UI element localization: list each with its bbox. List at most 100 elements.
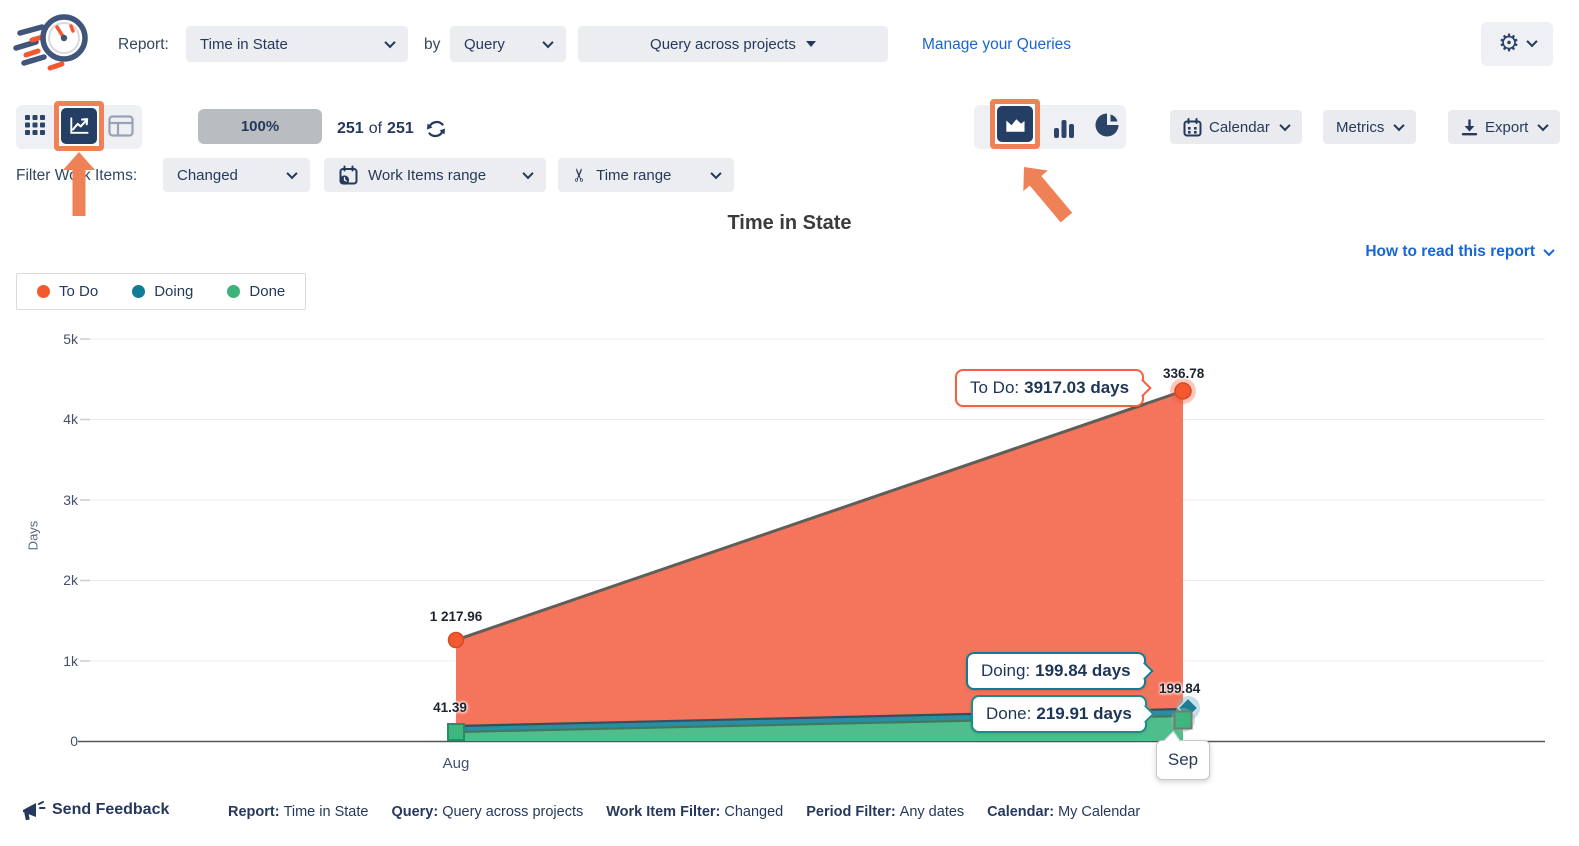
tooltip-todo-label: To Do: (970, 378, 1020, 397)
work-items-range-value: Work Items range (368, 166, 487, 184)
chart-legend: To Do Doing Done (16, 273, 307, 310)
chart-view-highlight (54, 101, 104, 151)
tooltip-done-label: Done: (986, 704, 1032, 723)
table-view-button[interactable] (108, 115, 134, 137)
count-current: 251 (337, 120, 364, 137)
line-chart-icon (70, 117, 89, 134)
tooltip-todo: To Do: 3917.03 days (955, 369, 1145, 407)
y-tick-2k: 2k (63, 572, 78, 588)
y-tick-1k: 1k (63, 653, 78, 669)
tooltip-x-axis: Sep (1156, 740, 1210, 780)
y-tick-4k: 4k (63, 411, 78, 427)
query-dropdown[interactable]: Query across projects (578, 26, 888, 62)
report-dropdown[interactable]: Time in State (186, 26, 408, 62)
work-item-filter-dropdown[interactable]: Changed (163, 158, 310, 192)
legend-label-doing: Doing (154, 283, 194, 300)
marker-done-aug[interactable] (447, 723, 465, 741)
group-by-dropdown-value: Query (464, 35, 505, 53)
tooltip-doing-label: Doing: (981, 661, 1031, 680)
send-feedback-link[interactable]: Send Feedback (52, 801, 170, 818)
legend-label-done: Done (249, 283, 286, 300)
progress-bar: 100% (198, 109, 322, 144)
count-total: 251 (387, 120, 414, 137)
legend-item-todo[interactable]: To Do (37, 283, 98, 300)
tooltip-todo-value: 3917.03 days (1024, 378, 1130, 397)
x-tick-aug: Aug (442, 755, 470, 772)
report-summary-bar: Report: Time in State Query: Query across … (228, 804, 1140, 820)
metrics-button-label: Metrics (1336, 118, 1385, 136)
summary-query: Query: Query across projects (391, 804, 584, 820)
logo-speed-lines (13, 24, 47, 66)
calendar-button[interactable]: Calendar (1170, 110, 1302, 144)
chart-title: Time in State (727, 212, 852, 234)
area-chart-icon (1006, 119, 1025, 132)
work-item-filter-value: Changed (177, 166, 238, 184)
calendar-clock-icon (339, 165, 358, 185)
tooltip-doing-value: 199.84 days (1035, 661, 1131, 680)
area-chart-highlight (990, 99, 1040, 149)
calendar-icon (1183, 117, 1202, 136)
summary-report: Report: Time in State (228, 804, 369, 820)
metrics-button[interactable]: Metrics (1323, 110, 1417, 144)
y-tick-5k: 5k (63, 331, 78, 347)
y-tick-3k: 3k (63, 492, 78, 508)
summary-period-filter: Period Filter: Any dates (806, 804, 965, 820)
summary-work-item-filter: Work Item Filter: Changed (606, 804, 784, 820)
grid-icon (25, 115, 45, 135)
legend-dot-todo (37, 285, 50, 298)
legend-item-done[interactable]: Done (227, 283, 285, 300)
export-button[interactable]: Export (1448, 110, 1561, 144)
grid-view-button[interactable] (24, 114, 46, 136)
refresh-icon[interactable] (425, 118, 447, 140)
marker-todo-sep[interactable] (1174, 382, 1192, 400)
legend-dot-doing (132, 285, 146, 298)
work-items-count: 251 of 251 (337, 118, 447, 140)
legend-item-doing[interactable]: Doing (132, 283, 193, 300)
point-label-done-aug: 41.39 (433, 700, 467, 715)
caret-down-icon (805, 41, 816, 47)
work-items-range-dropdown[interactable]: Work Items range (324, 158, 546, 192)
download-icon (1461, 119, 1478, 136)
gear-icon: ⚙ (1498, 30, 1520, 57)
chart-view-button[interactable] (61, 108, 97, 144)
time-range-dropdown[interactable]: ✂ Time range (558, 158, 734, 192)
time-range-value: Time range (596, 166, 672, 184)
count-separator: of (368, 120, 383, 137)
export-button-label: Export (1485, 118, 1529, 136)
tooltip-x-axis-value: Sep (1167, 750, 1199, 769)
point-label-todo-aug: 1 217.96 (429, 609, 483, 624)
how-to-read-label: How to read this report (1365, 243, 1535, 260)
tooltip-done: Done: 219.91 days (971, 695, 1147, 733)
bar-chart-button[interactable] (1052, 112, 1076, 140)
legend-label-todo: To Do (59, 283, 99, 300)
report-label: Report: (118, 36, 169, 53)
query-dropdown-value: Query across projects (650, 35, 796, 53)
pie-chart-button[interactable] (1094, 111, 1122, 139)
y-tick-0: 0 (70, 733, 78, 749)
area-chart-button[interactable] (997, 106, 1033, 142)
megaphone-icon (23, 801, 46, 821)
bar-chart-icon (1054, 120, 1074, 138)
pie-chart-icon (1095, 113, 1119, 137)
point-label-todo-sep: 336.78 (1163, 366, 1205, 381)
send-feedback-icon-wrap[interactable] (20, 800, 46, 824)
legend-dot-done (227, 285, 241, 298)
app-logo (12, 8, 94, 76)
group-by-dropdown[interactable]: Query (450, 26, 566, 62)
point-label-doing-sep: 199.84 (1159, 681, 1201, 696)
manage-queries-link[interactable]: Manage your Queries (922, 36, 1072, 53)
calendar-button-label: Calendar (1209, 118, 1270, 136)
tooltip-done-value: 219.91 days (1036, 704, 1132, 723)
progress-percent: 100% (240, 118, 280, 135)
line-series-todo (454, 389, 1185, 642)
how-to-read-link[interactable]: How to read this report (1365, 243, 1555, 261)
by-label: by (424, 36, 441, 53)
settings-button[interactable]: ⚙ (1481, 22, 1553, 66)
marker-done-sep[interactable] (1173, 710, 1193, 730)
y-axis-ticks (78, 338, 90, 743)
marker-todo-aug[interactable] (447, 631, 465, 649)
tooltip-doing: Doing: 199.84 days (966, 652, 1146, 690)
table-icon (108, 115, 134, 137)
summary-calendar: Calendar: My Calendar (987, 804, 1141, 820)
